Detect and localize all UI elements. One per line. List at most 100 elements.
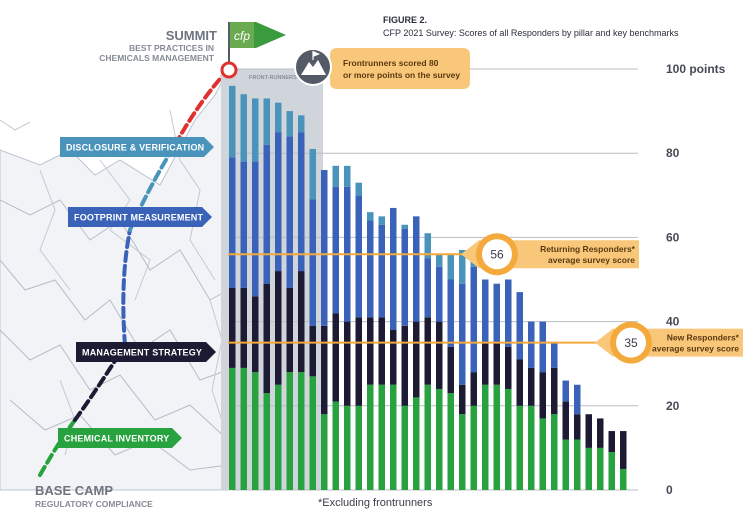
bar-4-disclosure-verification — [263, 98, 270, 145]
pillar-pill-4: CHEMICAL INVENTORY — [58, 428, 182, 448]
pillar-pill-label: CHEMICAL INVENTORY — [64, 434, 169, 444]
bar-14-chemical-inventory — [378, 384, 385, 490]
bar-25-footprint-measurement — [505, 279, 512, 347]
bar-16-footprint-measurement — [401, 228, 408, 326]
bar-35-chemical-inventory — [620, 468, 627, 490]
bar-33-chemical-inventory — [597, 447, 604, 490]
bar-4-management-strategy — [263, 283, 270, 394]
bar-5-chemical-inventory — [275, 384, 282, 490]
y-tick-label-40: 40 — [666, 315, 680, 329]
bar-17-chemical-inventory — [413, 397, 420, 490]
bar-27-footprint-measurement — [528, 321, 535, 368]
bar-27-management-strategy — [528, 367, 535, 406]
bar-26-chemical-inventory — [516, 405, 523, 490]
benchmark-callout-1: 56 Returning Responders*average survey sc… — [461, 233, 639, 276]
bar-9-chemical-inventory — [321, 414, 328, 490]
bar-31-footprint-measurement — [574, 384, 581, 415]
bar-16-disclosure-verification — [401, 224, 408, 229]
benchmark-line2: average survey score — [652, 344, 739, 354]
bar-7-chemical-inventory — [298, 372, 305, 490]
pillar-pill-1: DISCLOSURE & VERIFICATION — [60, 137, 214, 157]
bar-13-footprint-measurement — [367, 220, 374, 318]
bar-22-footprint-measurement — [470, 266, 477, 373]
bar-6-management-strategy — [286, 287, 293, 373]
bar-16-management-strategy — [401, 325, 408, 406]
bar-4-footprint-measurement — [263, 144, 270, 284]
pillar-pill-label: DISCLOSURE & VERIFICATION — [66, 143, 204, 153]
bar-11-chemical-inventory — [344, 405, 351, 490]
bar-31-chemical-inventory — [574, 439, 581, 490]
bar-7-disclosure-verification — [298, 115, 305, 133]
bar-23-management-strategy — [482, 342, 489, 385]
bar-29-chemical-inventory — [551, 414, 558, 490]
bar-2-chemical-inventory — [240, 367, 247, 490]
bar-20-footprint-measurement — [447, 279, 454, 347]
pillar-pill-2: FOOTPRINT MEASUREMENT — [68, 207, 212, 227]
bar-15-chemical-inventory — [390, 384, 397, 490]
summit-line1: BEST PRACTICES IN — [129, 43, 214, 53]
bar-10-chemical-inventory — [332, 401, 339, 490]
bar-16-chemical-inventory — [401, 405, 408, 490]
bar-3-management-strategy — [252, 296, 259, 373]
pillar-pill-label: MANAGEMENT STRATEGY — [82, 348, 202, 358]
bar-1-chemical-inventory — [229, 367, 236, 490]
bar-19-disclosure-verification — [436, 254, 443, 267]
bar-9-management-strategy — [321, 325, 328, 415]
benchmark-callouts: 56 Returning Responders*average survey sc… — [461, 233, 743, 364]
bar-14-management-strategy — [378, 317, 385, 385]
base-camp-title: BASE CAMP — [35, 483, 113, 498]
bar-18-chemical-inventory — [424, 384, 431, 490]
bar-10-management-strategy — [332, 313, 339, 402]
frontrunners-callout-line1: Frontrunners scored 80 — [343, 58, 439, 68]
frontrunners-band — [221, 69, 323, 490]
frontrunners-callout: Frontrunners scored 80 or more points on… — [294, 48, 470, 89]
pillar-pill-3: MANAGEMENT STRATEGY — [76, 342, 216, 362]
flag-text: cfp — [234, 29, 250, 43]
pillar-pill-bg — [58, 428, 182, 448]
bar-20-management-strategy — [447, 346, 454, 394]
bar-5-footprint-measurement — [275, 132, 282, 272]
bar-4-chemical-inventory — [263, 393, 270, 490]
pillar-labels: DISCLOSURE & VERIFICATION FOOTPRINT MEASU… — [58, 137, 216, 448]
bar-25-management-strategy — [505, 346, 512, 389]
bar-32-management-strategy — [585, 414, 592, 448]
bar-2-footprint-measurement — [240, 161, 247, 288]
bar-10-footprint-measurement — [332, 186, 339, 314]
bar-3-footprint-measurement — [252, 161, 259, 297]
bar-1-footprint-measurement — [229, 157, 236, 288]
bar-6-chemical-inventory — [286, 372, 293, 490]
bar-34-management-strategy — [608, 431, 615, 453]
bar-17-management-strategy — [413, 321, 420, 398]
bar-26-management-strategy — [516, 359, 523, 406]
benchmark-line2: average survey score — [548, 255, 635, 265]
bar-13-chemical-inventory — [367, 384, 374, 490]
bar-12-chemical-inventory — [355, 405, 362, 490]
bar-15-footprint-measurement — [390, 207, 397, 331]
bar-35-management-strategy — [620, 431, 627, 469]
summit-line2: CHEMICALS MANAGEMENT — [99, 53, 215, 63]
bar-9-footprint-measurement — [321, 170, 328, 326]
bar-18-disclosure-verification — [424, 233, 431, 259]
bar-28-chemical-inventory — [539, 418, 546, 490]
benchmark-callout-2: 35 New Responders*average survey score — [595, 321, 743, 364]
bar-23-footprint-measurement — [482, 279, 489, 343]
benchmark-ring-inner — [482, 239, 512, 270]
pillar-pill-label: FOOTPRINT MEASUREMENT — [74, 213, 204, 223]
bar-18-footprint-measurement — [424, 258, 431, 318]
bar-21-footprint-measurement — [459, 283, 466, 385]
base-camp-subtitle: REGULATORY COMPLIANCE — [35, 499, 153, 509]
bar-32-chemical-inventory — [585, 447, 592, 490]
bar-21-management-strategy — [459, 384, 466, 415]
bar-5-management-strategy — [275, 271, 282, 385]
bar-8-disclosure-verification — [309, 148, 316, 200]
bar-25-chemical-inventory — [505, 388, 512, 490]
bar-2-management-strategy — [240, 287, 247, 368]
bar-13-management-strategy — [367, 317, 374, 385]
bar-29-management-strategy — [551, 367, 558, 415]
bar-8-chemical-inventory — [309, 376, 316, 490]
bar-14-disclosure-verification — [378, 216, 385, 225]
pillar-pill-bg — [68, 207, 212, 227]
bars — [229, 85, 627, 490]
bar-30-footprint-measurement — [562, 380, 569, 402]
bar-13-disclosure-verification — [367, 212, 374, 221]
